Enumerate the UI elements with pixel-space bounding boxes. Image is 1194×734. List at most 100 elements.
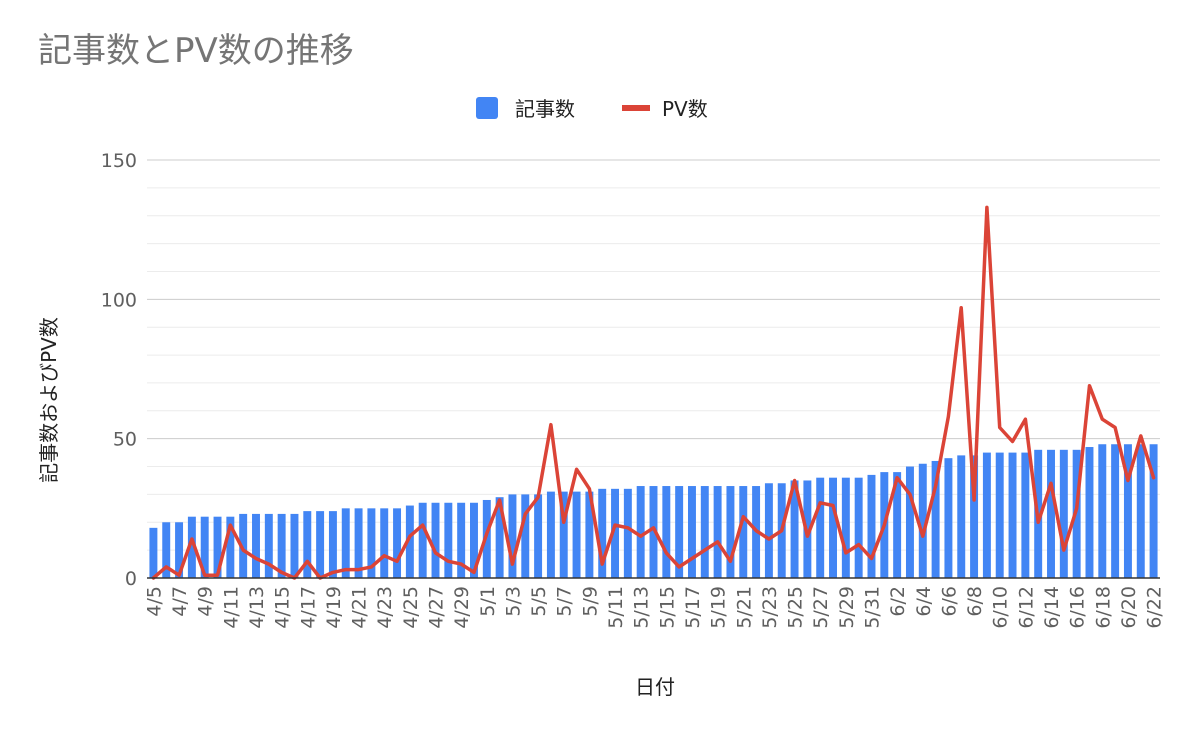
bar-5/19 (713, 486, 722, 578)
bar-4/22 (367, 508, 376, 578)
bar-6/19 (1111, 444, 1120, 578)
x-tick-label: 4/7 (169, 586, 191, 617)
bar-4/13 (252, 513, 260, 578)
bar-5/20 (726, 486, 735, 578)
bar-series (149, 444, 1158, 578)
bar-4/11 (226, 516, 235, 578)
bar-4/15 (277, 513, 286, 578)
bar-5/21 (739, 486, 748, 578)
x-tick-label: 6/2 (887, 586, 909, 617)
x-axis-title: 日付 (635, 675, 675, 699)
bar-6/9 (982, 452, 991, 578)
x-tick-label: 4/13 (246, 586, 268, 629)
bar-5/14 (649, 486, 658, 578)
x-axis-ticks: 4/5 4/7 4/9 4/11 4/13 4/15 4/17 4/19 4/21 4/23 4/2… (143, 586, 1165, 629)
bar-6/3 (905, 466, 914, 578)
x-tick-label: 4/25 (400, 586, 422, 629)
x-tick-label: 4/17 (297, 586, 319, 629)
x-tick-label: 4/29 (451, 586, 473, 629)
bar-4/19 (328, 511, 337, 578)
x-tick-label: 4/19 (323, 586, 345, 629)
bar-5/17 (687, 486, 696, 578)
legend-swatch-pv (622, 105, 650, 111)
bar-6/18 (1098, 444, 1107, 578)
bar-4/28 (444, 502, 453, 578)
bar-5/5 (534, 494, 543, 578)
y-axis-title: 記事数およびPV数 (37, 317, 61, 483)
x-tick-label: 5/31 (861, 586, 883, 629)
bar-6/5 (931, 460, 940, 578)
x-tick-label: 6/10 (990, 586, 1012, 629)
y-tick-label: 150 (101, 150, 137, 172)
x-tick-label: 4/9 (195, 586, 217, 617)
bar-5/4 (521, 494, 530, 578)
x-tick-label: 5/29 (836, 586, 858, 629)
x-tick-label: 5/9 (579, 586, 601, 617)
y-axis-ticks: 0 50 100 150 (101, 150, 137, 590)
gridlines (147, 159, 1160, 551)
x-tick-label: 5/13 (631, 586, 653, 629)
bar-5/3 (508, 494, 517, 578)
x-tick-label: 5/23 (759, 586, 781, 629)
bar-5/10 (598, 488, 607, 578)
bar-4/27 (431, 502, 440, 578)
x-tick-label: 5/25 (785, 586, 807, 629)
bar-6/4 (918, 463, 927, 578)
x-tick-label: 5/19 (708, 586, 730, 629)
bar-4/5 (149, 527, 158, 578)
bar-5/6 (546, 491, 555, 578)
legend-label-pv: PV数 (662, 97, 708, 121)
x-tick-label: 4/21 (349, 586, 371, 629)
bar-4/29 (457, 502, 466, 578)
legend-swatch-articles (476, 97, 498, 119)
bar-6/6 (944, 458, 953, 578)
x-tick-label: 4/23 (374, 586, 396, 629)
x-tick-label: 5/17 (682, 586, 704, 629)
x-tick-label: 5/21 (733, 586, 755, 629)
bar-4/21 (354, 508, 363, 578)
bar-5/31 (867, 474, 876, 578)
bar-4/7 (175, 522, 184, 578)
bar-5/11 (611, 488, 620, 578)
chart-title: 記事数とPV数の推移 (38, 31, 354, 71)
bar-5/18 (700, 486, 709, 578)
x-tick-label: 5/15 (656, 586, 678, 629)
bar-6/21 (1136, 444, 1145, 578)
bar-5/16 (675, 486, 684, 578)
bar-5/28 (829, 477, 837, 578)
bar-5/25 (790, 480, 799, 578)
bar-5/2 (495, 497, 504, 578)
x-tick-label: 6/22 (1144, 586, 1166, 629)
bar-4/18 (316, 511, 325, 578)
bar-6/20 (1123, 444, 1132, 578)
bar-5/15 (662, 486, 671, 578)
legend-label-articles: 記事数 (515, 97, 575, 121)
bar-4/10 (213, 516, 222, 578)
x-tick-label: 6/8 (964, 586, 986, 617)
y-tick-label: 50 (113, 429, 137, 451)
bar-4/26 (418, 502, 427, 578)
bar-4/14 (264, 513, 273, 578)
bar-4/23 (380, 508, 389, 578)
bar-5/27 (816, 477, 825, 578)
bar-6/12 (1021, 452, 1030, 578)
bar-6/17 (1085, 447, 1094, 578)
bar-5/12 (623, 488, 632, 578)
bar-5/13 (636, 486, 645, 578)
y-tick-label: 0 (125, 568, 137, 590)
bar-6/2 (893, 472, 902, 578)
bar-5/7 (559, 491, 568, 578)
bar-4/17 (303, 511, 312, 578)
bar-5/23 (764, 483, 773, 578)
x-tick-label: 6/12 (1015, 586, 1037, 629)
bar-5/30 (854, 477, 863, 578)
bar-5/8 (572, 491, 581, 578)
x-tick-label: 5/3 (502, 586, 524, 617)
x-tick-label: 4/15 (272, 586, 294, 629)
bar-5/29 (841, 477, 850, 578)
x-tick-label: 4/5 (143, 586, 165, 617)
bar-6/8 (970, 455, 979, 578)
bar-4/30 (470, 502, 478, 578)
bar-6/7 (957, 455, 966, 578)
